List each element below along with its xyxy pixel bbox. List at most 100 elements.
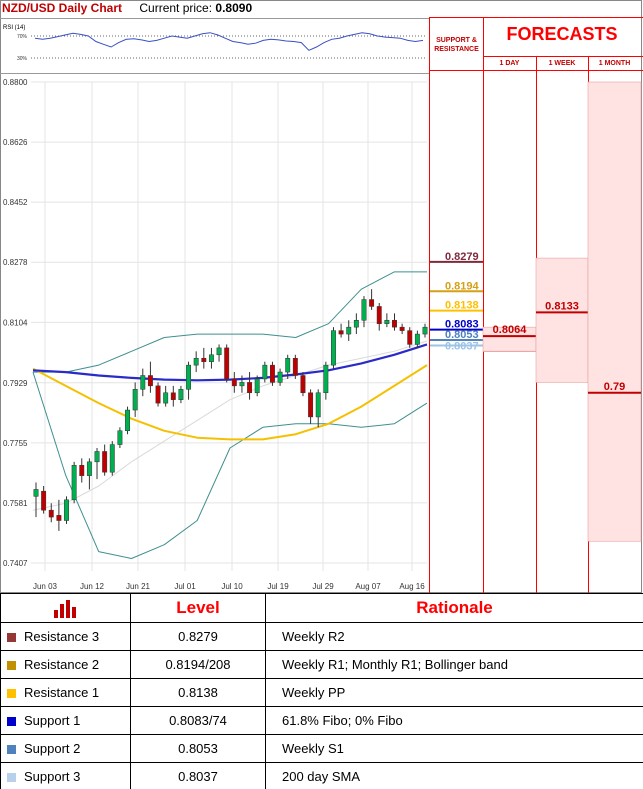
- candle-body: [254, 378, 260, 394]
- y-tick-label: 0.8800: [3, 78, 28, 87]
- levels-table: Level Rationale Resistance 3 0.8279 Week…: [0, 593, 643, 789]
- sma-blue-line: [32, 343, 428, 382]
- candle-body: [33, 489, 39, 497]
- chart-header: NZD/USD Daily Chart Current price: 0.809…: [2, 1, 252, 15]
- candle-body: [338, 330, 344, 335]
- candle-body: [56, 515, 62, 521]
- sr-level-label: 0.8083: [445, 319, 479, 331]
- x-tick-label: Jul 19: [267, 582, 289, 591]
- x-tick-label: Jul 10: [221, 582, 243, 591]
- rsi-label: RSI (14): [3, 25, 25, 31]
- candle-body: [64, 499, 69, 521]
- candle-body: [163, 392, 169, 404]
- candle-body: [170, 392, 176, 400]
- rsi-line: [34, 32, 424, 51]
- header-rationale: Rationale: [265, 593, 643, 623]
- candle-body: [331, 330, 336, 366]
- candle-body: [109, 444, 115, 473]
- price-grid: 0.8800 0.8626 0.8452 0.8278 0.8104 0.7929 0.77…: [3, 78, 427, 591]
- table-row: Support 3 0.8037 200 day SMA: [0, 762, 643, 789]
- nzdusd-chart: RSI (14)70%30%0.88000.86260.84520.82780.…: [0, 0, 643, 593]
- row-name: Support 3: [24, 769, 81, 784]
- candle-body: [262, 364, 268, 380]
- row-level: 0.8279: [130, 622, 266, 651]
- candle-body: [369, 299, 375, 307]
- candle-body: [208, 354, 214, 362]
- rsi-panel: RSI (14) 70% 30%: [3, 25, 427, 62]
- candle-body: [117, 430, 123, 445]
- bollinger-upper-line: [33, 271, 427, 373]
- candles: [33, 289, 428, 531]
- candle-body: [41, 490, 47, 511]
- candle-body: [346, 326, 352, 335]
- forecast-label: 0.79: [604, 381, 625, 393]
- table-header-row: Level Rationale: [0, 593, 643, 623]
- table-row: Resistance 3 0.8279 Weekly R2: [0, 622, 643, 651]
- row-level: 0.8138: [130, 678, 266, 707]
- candle-body: [48, 509, 54, 518]
- row-rationale: Weekly PP: [265, 678, 643, 707]
- y-tick-label: 0.7407: [3, 559, 28, 568]
- row-name: Support 1: [24, 713, 81, 728]
- row-swatch: [7, 745, 16, 754]
- row-rationale: 200 day SMA: [265, 762, 643, 789]
- sr-level-label: 0.8138: [445, 300, 479, 312]
- header-level: Level: [130, 593, 266, 623]
- candle-body: [193, 357, 199, 366]
- candle-body: [308, 392, 314, 418]
- candle-body: [140, 375, 146, 390]
- col-header-1week: 1 WEEK: [548, 60, 576, 67]
- x-tick-label: Jul 29: [312, 582, 334, 591]
- sr-level-label: 0.8053: [445, 329, 479, 341]
- candle-body: [300, 375, 306, 394]
- candle-body: [178, 389, 184, 400]
- x-tick-label: Aug 07: [355, 582, 381, 591]
- row-rationale: Weekly R1; Monthly R1; Bollinger band: [265, 650, 643, 679]
- chart-title: NZD/USD Daily Chart: [2, 1, 123, 15]
- forecast-label: 0.8133: [545, 300, 579, 312]
- candle-body: [125, 409, 130, 432]
- candle-body: [186, 364, 191, 390]
- candle-body: [407, 330, 413, 345]
- candle-body: [94, 451, 100, 463]
- sma-grey-line: [32, 340, 428, 511]
- col-header-1day: 1 DAY: [499, 60, 520, 67]
- forecast-range-box: [482, 326, 537, 352]
- candle-body: [384, 320, 390, 324]
- candle-body: [247, 382, 253, 394]
- y-tick-label: 0.8452: [3, 198, 28, 207]
- forecast-range-box: [535, 257, 589, 383]
- current-price-value: 0.8090: [215, 1, 253, 15]
- forecast-columns: 0.8064 0.8133 0.79: [482, 81, 642, 542]
- candle-body: [270, 364, 275, 383]
- chart-frame: [0, 0, 642, 593]
- candle-body: [414, 333, 420, 345]
- y-tick-label: 0.7929: [3, 379, 28, 388]
- candle-body: [392, 320, 397, 328]
- candle-body: [86, 461, 92, 476]
- table-row: Resistance 1 0.8138 Weekly PP: [0, 678, 643, 707]
- x-tick-label: Jun 12: [80, 582, 105, 591]
- sr-level-label: 0.8037: [445, 340, 479, 352]
- forecast-label: 0.8064: [493, 324, 528, 336]
- row-swatch: [7, 773, 16, 782]
- bollinger-lower-line: [32, 371, 428, 559]
- row-rationale: Weekly R2: [265, 622, 643, 651]
- y-tick-label: 0.8626: [3, 138, 28, 147]
- chart-area: RSI (14) 70% 30% 0.8800 0.8626 0.8452 0.8278 0.…: [0, 0, 643, 593]
- candle-body: [361, 299, 367, 321]
- row-swatch: [7, 633, 16, 642]
- table-logo-cell: [0, 593, 131, 623]
- candle-body: [277, 371, 283, 383]
- forecasts-title: FORECASTS: [506, 24, 618, 44]
- candle-body: [285, 357, 291, 373]
- candle-body: [292, 357, 298, 376]
- sr-label-line1: SUPPORT &: [436, 37, 477, 44]
- rsi-lower-label: 30%: [17, 56, 28, 62]
- table-row: Support 2 0.8053 Weekly S1: [0, 734, 643, 763]
- support-resistance-header: SUPPORT & RESISTANCE: [430, 36, 483, 54]
- sr-label-line2: RESISTANCE: [434, 46, 479, 53]
- y-tick-label: 0.7755: [3, 439, 28, 448]
- x-tick-label: Jun 03: [33, 582, 58, 591]
- candle-body: [79, 465, 85, 476]
